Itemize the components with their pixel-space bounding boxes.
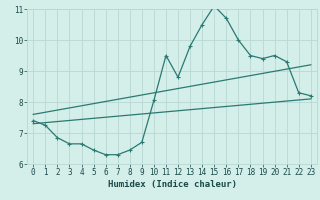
X-axis label: Humidex (Indice chaleur): Humidex (Indice chaleur): [108, 180, 236, 189]
